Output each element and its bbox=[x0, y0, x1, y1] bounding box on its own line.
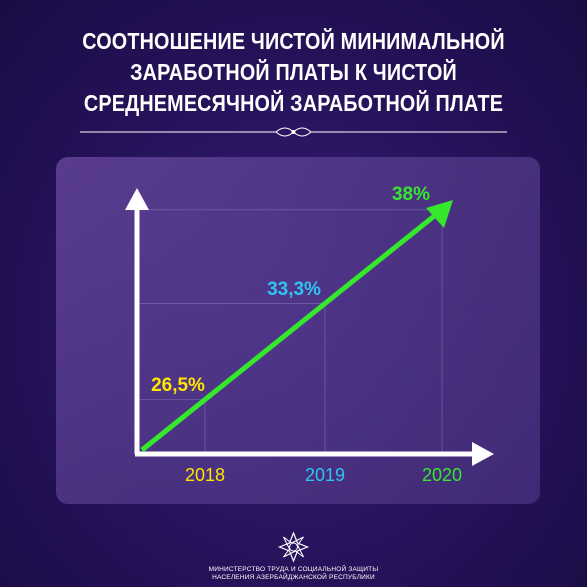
ministry-name: МИНИСТЕРСТВО ТРУДА И СОЦИАЛЬНОЙ ЗАЩИТЫ Н… bbox=[0, 566, 587, 582]
title-line: СООТНОШЕНИЕ ЧИСТОЙ МИНИМАЛЬНОЙ bbox=[82, 28, 505, 54]
data-label: 38% bbox=[392, 184, 430, 205]
labels: 26,5% 33,3% 38% 2018 2019 2020 bbox=[151, 184, 462, 485]
x-tick-label: 2020 bbox=[422, 465, 462, 485]
axes bbox=[125, 188, 494, 466]
x-tick-label: 2019 bbox=[305, 465, 345, 485]
title-line: СРЕДНЕМЕСЯЧНОЙ ЗАРАБОТНОЙ ПЛАТЕ bbox=[83, 90, 504, 116]
chart-title: СООТНОШЕНИЕ ЧИСТОЙ МИНИМАЛЬНОЙ ЗАРАБОТНО… bbox=[41, 26, 546, 119]
data-label: 33,3% bbox=[267, 279, 321, 300]
series bbox=[140, 200, 453, 452]
title-line: ЗАРАБОТНОЙ ПЛАТЫ К ЧИСТОЙ bbox=[130, 59, 457, 85]
x-tick-label: 2018 bbox=[185, 465, 225, 485]
emblem-icon bbox=[277, 531, 310, 563]
data-label: 26,5% bbox=[151, 375, 205, 396]
series-arrowhead bbox=[426, 200, 453, 228]
grid-lines bbox=[137, 209, 443, 454]
ornament-divider bbox=[80, 127, 507, 137]
series-line bbox=[140, 211, 440, 452]
ministry-line: НАСЕЛЕНИЯ АЗЕРБАЙДЖАНСКОЙ РЕСПУБЛИКИ bbox=[212, 574, 375, 581]
x-axis-arrow bbox=[472, 442, 494, 466]
y-axis-arrow bbox=[125, 188, 149, 210]
ministry-line: МИНИСТЕРСТВО ТРУДА И СОЦИАЛЬНОЙ ЗАЩИТЫ bbox=[208, 566, 379, 573]
